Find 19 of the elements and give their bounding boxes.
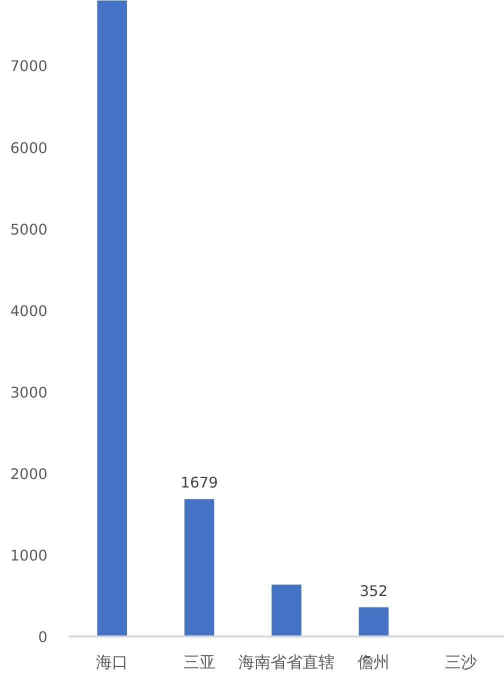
x-tick-label: 海口 [96,652,128,672]
x-tick-label: 三亚 [183,652,216,672]
data-label: 1679 [180,474,218,492]
bar [184,499,214,636]
y-tick-label: 2000 [10,466,48,483]
y-tick-label: 1000 [10,547,48,564]
bar [358,607,389,636]
bar [97,0,127,636]
y-tick-label: 3000 [10,384,48,402]
x-tick-label: 三沙 [444,652,477,672]
x-tick-label: 海南省省直辖 [238,652,334,672]
data-label: 352 [360,582,388,600]
x-tick-label: 儋州 [358,652,390,672]
y-tick-label: 4000 [10,302,48,320]
bar [272,584,302,636]
y-tick-label: 7000 [10,58,48,76]
y-tick-label: 0 [38,629,48,646]
y-tick-label: 6000 [10,140,48,157]
y-tick-label: 5000 [10,221,48,238]
